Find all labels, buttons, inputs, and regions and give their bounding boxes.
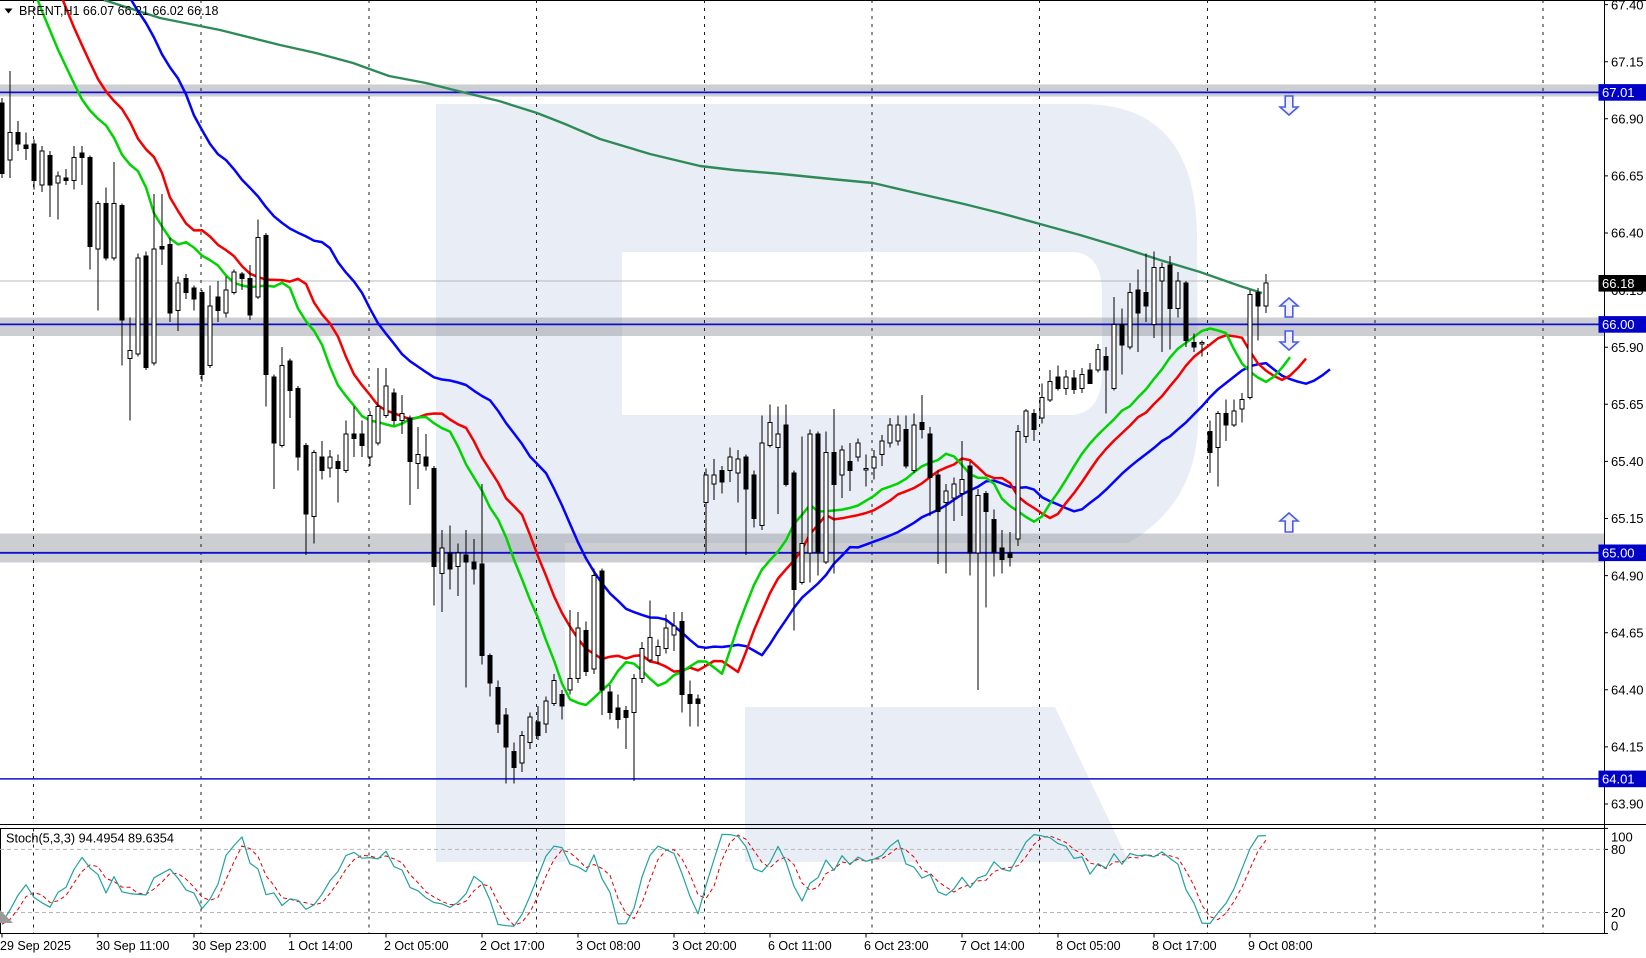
svg-text:67.15: 67.15 [1611,54,1644,69]
svg-text:63.90: 63.90 [1611,797,1644,812]
svg-text:67.40: 67.40 [1611,0,1644,12]
svg-text:Stoch(5,3,3) 94.4954 89.6354: Stoch(5,3,3) 94.4954 89.6354 [6,832,174,846]
svg-text:6 Oct 23:00: 6 Oct 23:00 [864,939,929,953]
svg-text:66.40: 66.40 [1611,226,1644,241]
svg-text:8 Oct 05:00: 8 Oct 05:00 [1056,939,1121,953]
svg-text:65.40: 65.40 [1611,454,1644,469]
svg-text:30 Sep 11:00: 30 Sep 11:00 [96,939,169,953]
svg-text:64.65: 64.65 [1611,625,1644,640]
svg-text:64.40: 64.40 [1611,683,1644,698]
svg-text:2 Oct 17:00: 2 Oct 17:00 [480,939,545,953]
svg-text:6 Oct 11:00: 6 Oct 11:00 [768,939,832,953]
svg-text:80: 80 [1611,842,1625,857]
svg-text:65.90: 65.90 [1611,340,1644,355]
svg-text:2 Oct 05:00: 2 Oct 05:00 [384,939,449,953]
svg-text:67.01: 67.01 [1602,85,1635,100]
svg-text:64.01: 64.01 [1602,772,1635,787]
svg-text:BRENT,H1 66.07 66.21 66.02 66: BRENT,H1 66.07 66.21 66.02 66.18 [19,4,218,18]
svg-text:3 Oct 20:00: 3 Oct 20:00 [672,939,737,953]
svg-text:30 Sep 23:00: 30 Sep 23:00 [192,939,266,953]
svg-text:64.90: 64.90 [1611,568,1644,583]
svg-text:66.90: 66.90 [1611,112,1644,127]
svg-text:7 Oct 14:00: 7 Oct 14:00 [960,939,1025,953]
svg-text:9 Oct 08:00: 9 Oct 08:00 [1248,939,1313,953]
svg-text:66.65: 66.65 [1611,169,1644,184]
svg-text:1 Oct 14:00: 1 Oct 14:00 [288,939,353,953]
svg-text:66.18: 66.18 [1602,276,1635,291]
svg-text:65.00: 65.00 [1602,546,1635,561]
svg-text:65.65: 65.65 [1611,397,1644,412]
svg-text:8 Oct 17:00: 8 Oct 17:00 [1152,939,1217,953]
svg-text:0: 0 [1611,918,1618,933]
svg-text:66.00: 66.00 [1602,317,1635,332]
svg-text:29 Sep 2025: 29 Sep 2025 [0,939,71,953]
svg-text:64.15: 64.15 [1611,740,1644,755]
svg-text:65.15: 65.15 [1611,511,1644,526]
svg-text:3 Oct 08:00: 3 Oct 08:00 [576,939,641,953]
